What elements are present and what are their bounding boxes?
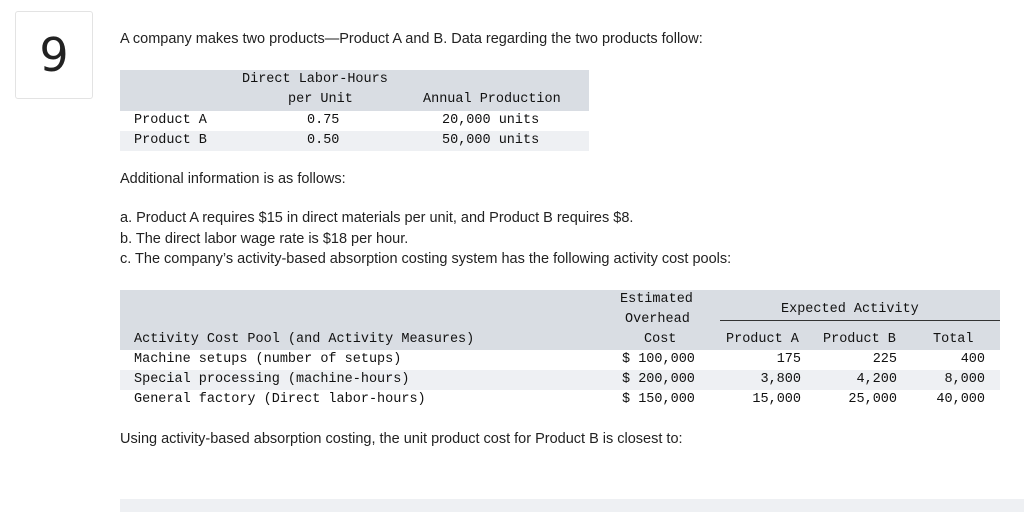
row-product-a: 15,000	[752, 392, 801, 407]
header-cost: Cost	[644, 332, 677, 347]
header-expected-activity: Expected Activity	[781, 302, 919, 317]
header-product-a: Product A	[726, 332, 799, 347]
row-cost: $ 150,000	[622, 392, 695, 407]
row-pool-name: Machine setups (number of setups)	[134, 352, 402, 367]
product-data-table: Direct Labor-Hours per Unit Annual Produ…	[120, 70, 589, 152]
list-item-a: a. Product A requires $15 in direct mate…	[120, 210, 634, 226]
row-product-b-dlh: 0.50	[307, 133, 340, 148]
additional-info-text: Additional information is as follows:	[120, 171, 346, 187]
header-total: Total	[933, 332, 974, 347]
question-number-box: 9	[15, 11, 93, 99]
row-product-a: 3,800	[760, 372, 801, 387]
row-product-b: 25,000	[848, 392, 897, 407]
header-divider	[720, 320, 1000, 321]
table-header-background	[120, 70, 589, 111]
header-estimated: Estimated	[620, 292, 693, 307]
question-text: Using activity-based absorption costing,…	[120, 431, 683, 447]
answer-area[interactable]	[120, 499, 1024, 512]
row-pool-name: General factory (Direct labor-hours)	[134, 392, 426, 407]
row-pool-name: Special processing (machine-hours)	[134, 372, 410, 387]
list-item-c: c. The company’s activity-based absorpti…	[120, 251, 732, 267]
row-total: 40,000	[936, 392, 985, 407]
header-dlh-line1: Direct Labor-Hours	[242, 72, 388, 87]
row-product-a-annual: 20,000 units	[442, 113, 540, 128]
row-product-b-label: Product B	[134, 133, 207, 148]
row-product-b: 225	[872, 352, 897, 367]
header-product-b: Product B	[823, 332, 896, 347]
row-product-b-annual: 50,000 units	[442, 133, 540, 148]
row-cost: $ 200,000	[622, 372, 695, 387]
row-product-b: 4,200	[856, 372, 897, 387]
header-activity-pool: Activity Cost Pool (and Activity Measure…	[134, 332, 475, 347]
row-total: 8,000	[944, 372, 985, 387]
table-row-band	[120, 370, 1000, 390]
row-product-a-dlh: 0.75	[307, 113, 340, 128]
table-row-band	[120, 131, 589, 151]
row-product-a-label: Product A	[134, 113, 207, 128]
question-number: 9	[39, 28, 69, 82]
row-total: 400	[960, 352, 985, 367]
header-dlh-line2: per Unit	[288, 92, 353, 107]
row-product-a: 175	[776, 352, 801, 367]
row-cost: $ 100,000	[622, 352, 695, 367]
activity-cost-pool-table: Estimated Overhead Cost Expected Activit…	[120, 290, 1000, 413]
list-item-b: b. The direct labor wage rate is $18 per…	[120, 231, 409, 247]
header-annual-production: Annual Production	[423, 92, 561, 107]
header-overhead: Overhead	[625, 312, 690, 327]
intro-text: A company makes two products—Product A a…	[120, 31, 703, 47]
